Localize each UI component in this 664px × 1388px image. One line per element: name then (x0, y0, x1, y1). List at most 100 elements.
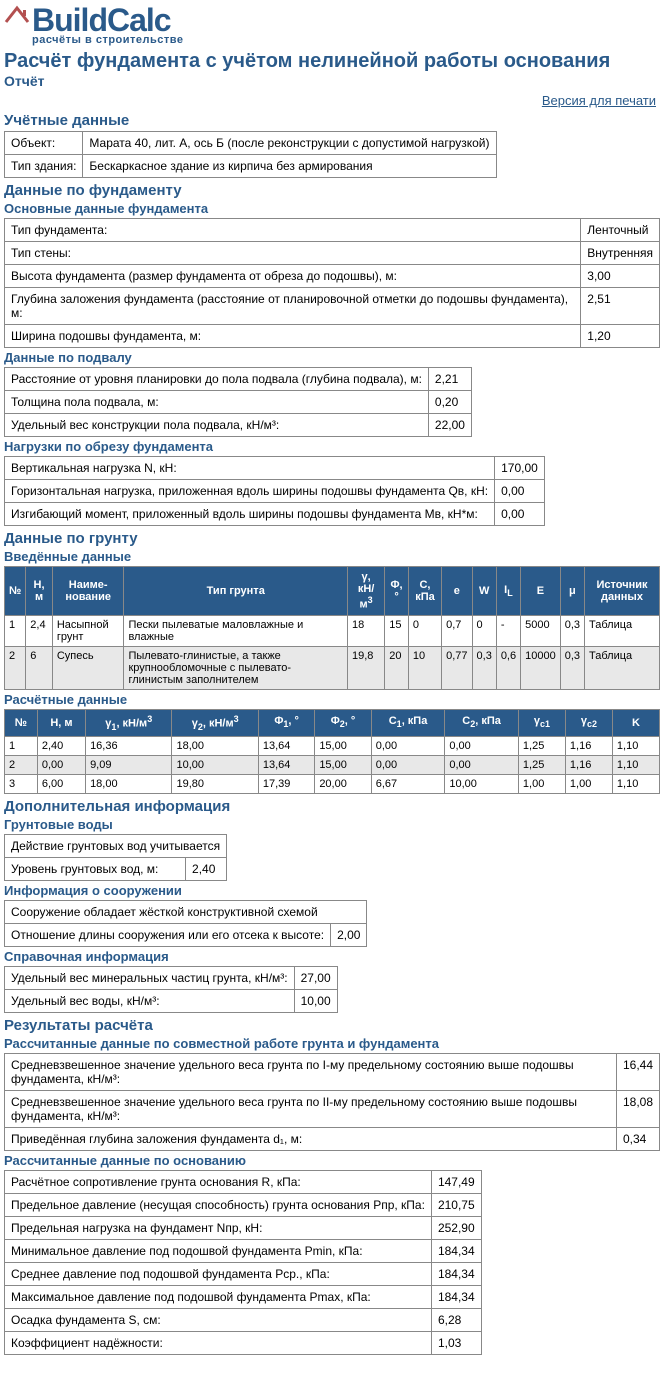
label: Максимальное давление под подошвой фунда… (5, 1285, 432, 1308)
cell: Таблица (585, 646, 660, 689)
col-header: Φ, ° (385, 567, 409, 616)
logo-subtitle: расчёты в строительстве (32, 34, 184, 46)
value: 184,34 (431, 1262, 481, 1285)
results-joint-table: Средневзвешенное значение удельного веса… (4, 1053, 660, 1151)
cell: 1,10 (612, 774, 659, 793)
section-soil-heading: Данные по грунту (4, 530, 660, 547)
label: Приведённая глубина заложения фундамента… (5, 1127, 617, 1150)
col-header: № (5, 709, 38, 736)
value: 16,44 (616, 1053, 659, 1090)
cell: 5000 (521, 615, 561, 646)
cell: 13,64 (258, 755, 314, 774)
value: 3,00 (581, 265, 660, 288)
value: 27,00 (294, 966, 337, 989)
label: Сооружение обладает жёсткой конструктивн… (5, 900, 367, 923)
loads-table: Вертикальная нагрузка N, кН:170,00 Гориз… (4, 456, 545, 526)
cell: 0,7 (442, 615, 472, 646)
section-results-heading: Результаты расчёта (4, 1017, 660, 1034)
results-basecalc-table: Расчётное сопротивление грунта основания… (4, 1170, 482, 1355)
label: Тип фундамента: (5, 219, 581, 242)
value: 170,00 (495, 457, 545, 480)
cell: 20 (385, 646, 409, 689)
label: Средневзвешенное значение удельного веса… (5, 1090, 617, 1127)
logo-roof-icon (4, 4, 30, 26)
loads-heading: Нагрузки по обрезу фундамента (4, 439, 660, 454)
basement-table: Расстояние от уровня планировки до пола … (4, 367, 472, 437)
cell: 1,00 (565, 774, 612, 793)
cell: 0,00 (37, 755, 85, 774)
cell: 19,80 (172, 774, 258, 793)
cell: 2,4 (26, 615, 53, 646)
cell: 2 (5, 646, 26, 689)
cell: 1 (5, 736, 38, 755)
cell: 16,36 (86, 736, 172, 755)
cell: Насыпной грунт (52, 615, 124, 646)
label: Удельный вес минеральных частиц грунта, … (5, 966, 295, 989)
value: 2,51 (581, 288, 660, 325)
col-header: Φ2, ° (315, 709, 371, 736)
logo-title: BuildCalc (32, 4, 184, 36)
col-header: C1, кПa (371, 709, 445, 736)
soil-calc-heading: Расчётные данные (4, 692, 660, 707)
cell: 10,00 (445, 774, 519, 793)
page-subtitle: Отчёт (4, 73, 660, 89)
cell: 0 (408, 615, 441, 646)
label: Объект: (5, 132, 83, 155)
reference-heading: Справочная информация (4, 949, 660, 964)
cell: 0 (472, 615, 496, 646)
page-title: Расчёт фундамента с учётом нелинейной ра… (4, 50, 660, 73)
structure-info-heading: Информация о сооружении (4, 883, 660, 898)
label: Действие грунтовых вод учитывается (5, 834, 227, 857)
table-row: 20,009,0910,0013,6415,000,000,001,251,16… (5, 755, 660, 774)
cell: 0,3 (560, 646, 584, 689)
label: Вертикальная нагрузка N, кН: (5, 457, 495, 480)
label: Толщина пола подвала, м: (5, 391, 429, 414)
col-header: Наиме-нование (52, 567, 124, 616)
label: Расстояние от уровня планировки до пола … (5, 368, 429, 391)
foundation-main-table: Тип фундамента:Ленточный Тип стены:Внутр… (4, 218, 660, 348)
col-header: e (442, 567, 472, 616)
cell: 0,00 (371, 755, 445, 774)
cell: 20,00 (315, 774, 371, 793)
value: Бескаркасное здание из кирпича без армир… (83, 155, 496, 178)
cell: Супесь (52, 646, 124, 689)
value: 2,21 (428, 368, 471, 391)
cell: 17,39 (258, 774, 314, 793)
results-joint-heading: Рассчитанные данные по совместной работе… (4, 1036, 660, 1051)
print-link[interactable]: Версия для печати (542, 93, 656, 108)
label: Высота фундамента (размер фундамента от … (5, 265, 581, 288)
col-header: C, кПa (408, 567, 441, 616)
value: 210,75 (431, 1193, 481, 1216)
cell: 1,10 (612, 736, 659, 755)
label: Осадка фундамента S, см: (5, 1308, 432, 1331)
value: 184,34 (431, 1239, 481, 1262)
col-header: γc1 (518, 709, 565, 736)
cell: 13,64 (258, 736, 314, 755)
value: 1,03 (431, 1331, 481, 1354)
label: Среднее давление под подошвой фундамента… (5, 1262, 432, 1285)
cell: 1,10 (612, 755, 659, 774)
value: 6,28 (431, 1308, 481, 1331)
value: 10,00 (294, 989, 337, 1012)
value: 0,00 (495, 503, 545, 526)
cell: 1 (5, 615, 26, 646)
value: 2,40 (186, 857, 227, 880)
foundation-main-heading: Основные данные фундамента (4, 201, 660, 216)
label: Минимальное давление под подошвой фундам… (5, 1239, 432, 1262)
section-foundation-heading: Данные по фундаменту (4, 182, 660, 199)
cell: 0,00 (445, 736, 519, 755)
label: Глубина заложения фундамента (расстояние… (5, 288, 581, 325)
soil-input-heading: Введённые данные (4, 549, 660, 564)
col-header: γ1, кН/м3 (86, 709, 172, 736)
col-header: γ2, кН/м3 (172, 709, 258, 736)
table-row: 36,0018,0019,8017,3920,006,6710,001,001,… (5, 774, 660, 793)
cell: Таблица (585, 615, 660, 646)
value: 252,90 (431, 1216, 481, 1239)
cell: 1,25 (518, 755, 565, 774)
cell: 3 (5, 774, 38, 793)
value: 2,00 (331, 923, 367, 946)
reference-table: Удельный вес минеральных частиц грунта, … (4, 966, 338, 1013)
value: 22,00 (428, 414, 471, 437)
label: Предельное давление (несущая способность… (5, 1193, 432, 1216)
col-header: Φ1, ° (258, 709, 314, 736)
